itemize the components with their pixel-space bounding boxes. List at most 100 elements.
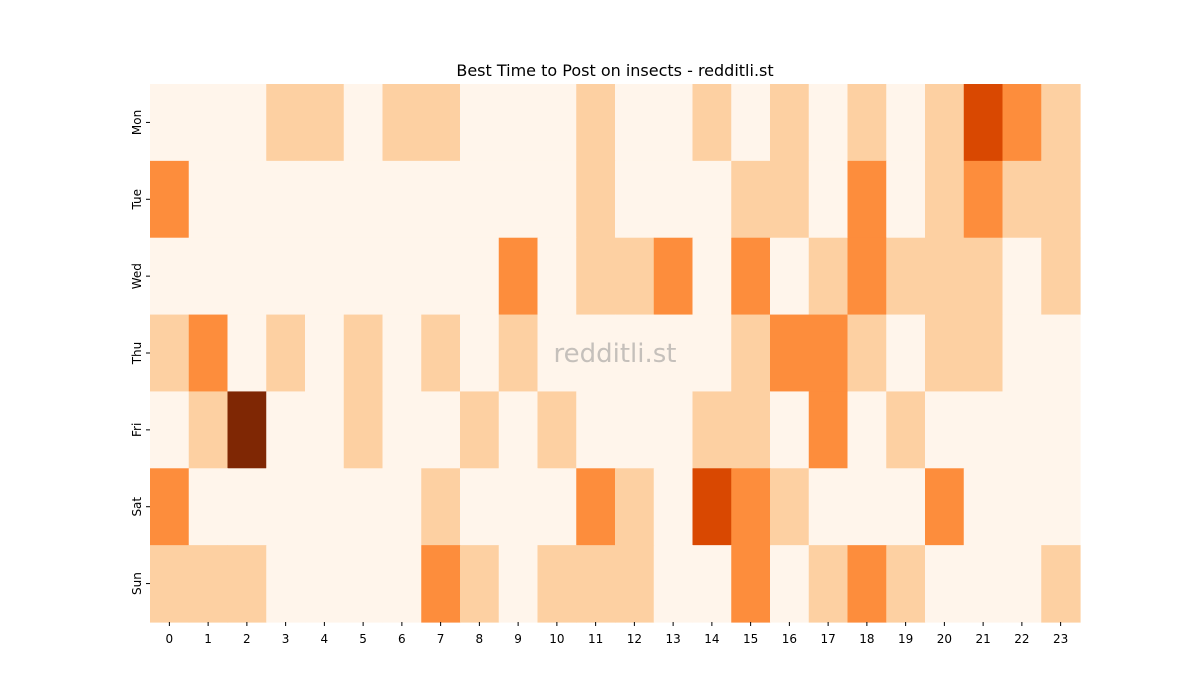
x-tick-label: 4	[321, 632, 329, 646]
heatmap-cell-wed-7	[421, 237, 461, 316]
heatmap-cell-fri-10	[537, 391, 577, 469]
heatmap-cell-tue-20	[925, 160, 965, 239]
heatmap-cell-sat-22	[1002, 468, 1042, 546]
heatmap-cell-thu-11	[576, 314, 616, 393]
heatmap-cell-tue-6	[382, 160, 422, 239]
heatmap-cell-fri-3	[266, 391, 306, 469]
heatmap-cell-sat-6	[382, 468, 422, 546]
x-tick-label: 13	[665, 632, 680, 646]
heatmap-cell-thu-20	[925, 314, 965, 393]
watermark: redditli.st	[554, 339, 677, 369]
heatmap-cell-sat-7	[421, 468, 461, 546]
heatmap-cell-sat-4	[305, 468, 345, 546]
x-tick-label: 16	[782, 632, 797, 646]
heatmap-cell-sat-0	[150, 468, 190, 546]
heatmap-cell-thu-16	[770, 314, 810, 393]
heatmap-cell-wed-18	[847, 237, 887, 316]
heatmap-cell-wed-21	[963, 237, 1004, 316]
heatmap-cell-fri-2	[227, 391, 267, 469]
heatmap-cell-sun-17	[808, 545, 849, 623]
heatmap-cell-wed-22	[1002, 237, 1042, 316]
heatmap-cell-sat-23	[1041, 468, 1081, 546]
heatmap-cell-thu-22	[1002, 314, 1042, 393]
heatmap-cell-fri-19	[886, 391, 926, 469]
heatmap-cell-mon-8	[460, 84, 500, 162]
heatmap-cells	[150, 84, 1081, 623]
heatmap-cell-sat-9	[498, 468, 539, 546]
heatmap-cell-tue-3	[266, 160, 306, 239]
heatmap-cell-fri-6	[382, 391, 422, 469]
heatmap-cell-mon-0	[150, 84, 190, 162]
heatmap-cell-wed-14	[692, 237, 732, 316]
y-tick-label: Wed	[130, 263, 144, 289]
heatmap-cell-sat-14	[692, 468, 732, 546]
heatmap-cell-sat-21	[963, 468, 1004, 546]
heatmap-cell-sun-23	[1041, 545, 1081, 623]
heatmap-cell-wed-12	[615, 237, 655, 316]
x-tick-label: 1	[204, 632, 212, 646]
heatmap-cell-thu-9	[498, 314, 539, 393]
heatmap-cell-mon-10	[537, 84, 577, 162]
x-tick-label: 3	[282, 632, 290, 646]
x-axis-ticks: 0 1 2 3 4 5 6 7 8 9 10 11 12 13 14 15 16 17 18 19 20 21 22 23	[166, 622, 1068, 646]
heatmap-cell-sun-15	[731, 545, 771, 623]
heatmap-cell-tue-15	[731, 160, 771, 239]
heatmap-cell-thu-17	[808, 314, 849, 393]
heatmap-cell-mon-15	[731, 84, 771, 162]
x-tick-label: 0	[166, 632, 174, 646]
heatmap-cell-sat-5	[343, 468, 384, 546]
heatmap-cell-sun-11	[576, 545, 616, 623]
heatmap-cell-mon-13	[653, 84, 694, 162]
heatmap-cell-sat-2	[227, 468, 267, 546]
heatmap-cell-thu-12	[615, 314, 655, 393]
y-tick-label: Mon	[130, 110, 144, 135]
heatmap-cell-sun-1	[188, 545, 229, 623]
heatmap-cell-mon-3	[266, 84, 306, 162]
y-tick-label: Fri	[130, 423, 144, 437]
heatmap-cell-thu-18	[847, 314, 887, 393]
x-tick-label: 23	[1053, 632, 1068, 646]
x-tick-label: 14	[704, 632, 719, 646]
y-tick-label: Sat	[130, 497, 144, 517]
heatmap-cell-fri-9	[498, 391, 539, 469]
heatmap-cell-mon-20	[925, 84, 965, 162]
heatmap-cell-tue-17	[808, 160, 849, 239]
heatmap-cell-sun-18	[847, 545, 887, 623]
heatmap-cell-thu-13	[653, 314, 694, 393]
heatmap-cell-sun-5	[343, 545, 384, 623]
chart-title: Best Time to Post on insects - redditli.…	[456, 61, 773, 80]
heatmap-cell-tue-4	[305, 160, 345, 239]
x-tick-label: 7	[437, 632, 445, 646]
heatmap-cell-tue-14	[692, 160, 732, 239]
heatmap-cell-fri-22	[1002, 391, 1042, 469]
heatmap-cell-thu-5	[343, 314, 384, 393]
heatmap-cell-sat-1	[188, 468, 229, 546]
heatmap-cell-fri-0	[150, 391, 190, 469]
heatmap-cell-tue-0	[150, 160, 190, 239]
x-tick-label: 9	[514, 632, 522, 646]
heatmap-cell-mon-2	[227, 84, 267, 162]
heatmap-cell-fri-1	[188, 391, 229, 469]
x-tick-label: 17	[820, 632, 835, 646]
heatmap-cell-tue-10	[537, 160, 577, 239]
heatmap-cell-thu-14	[692, 314, 732, 393]
heatmap-cell-fri-20	[925, 391, 965, 469]
heatmap-cell-thu-23	[1041, 314, 1081, 393]
heatmap-cell-thu-2	[227, 314, 267, 393]
heatmap-cell-wed-11	[576, 237, 616, 316]
heatmap-cell-tue-8	[460, 160, 500, 239]
heatmap-cell-wed-8	[460, 237, 500, 316]
heatmap-cell-sat-13	[653, 468, 694, 546]
heatmap-cell-wed-5	[343, 237, 384, 316]
y-tick-label: Tue	[130, 189, 144, 211]
heatmap-cell-sat-20	[925, 468, 965, 546]
heatmap-cell-wed-2	[227, 237, 267, 316]
x-tick-label: 6	[398, 632, 406, 646]
heatmap-cell-tue-1	[188, 160, 229, 239]
heatmap-cell-sun-16	[770, 545, 810, 623]
heatmap-cell-tue-16	[770, 160, 810, 239]
heatmap-cell-thu-6	[382, 314, 422, 393]
heatmap-cell-mon-11	[576, 84, 616, 162]
heatmap-cell-wed-20	[925, 237, 965, 316]
heatmap-cell-thu-3	[266, 314, 306, 393]
